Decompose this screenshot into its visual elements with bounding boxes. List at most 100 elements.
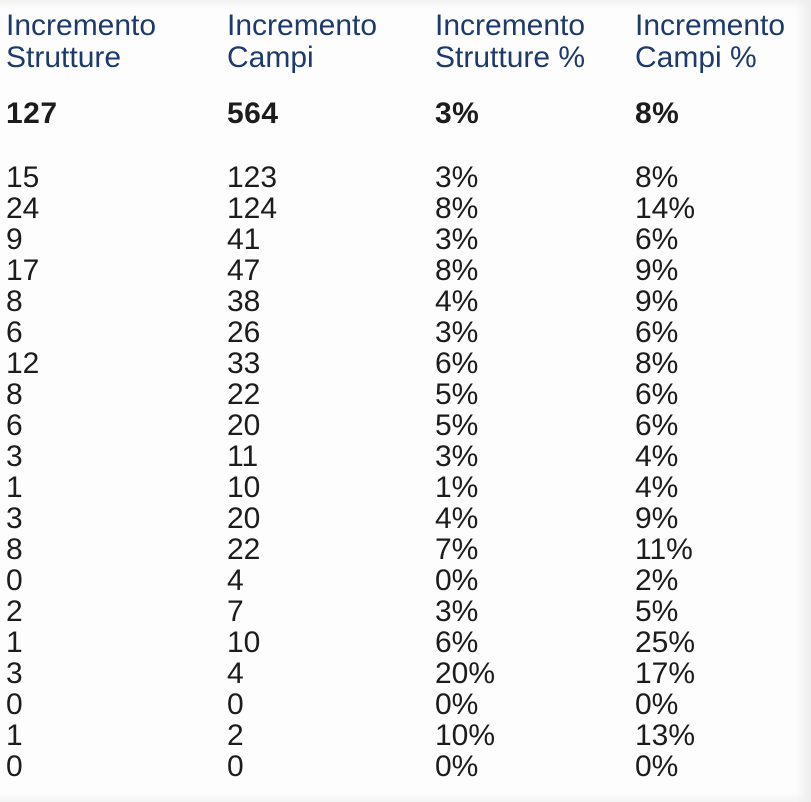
table-row: 1 10 1% 4% xyxy=(6,472,811,503)
table-row: 1 10 6% 25% xyxy=(6,627,811,658)
table-cell: 13% xyxy=(635,719,696,752)
table-cell: 4% xyxy=(435,285,479,318)
table-cell: 0% xyxy=(435,750,479,783)
table-cell: 3 xyxy=(6,440,23,473)
table-totals-row: 127 564 3% 8% xyxy=(6,98,811,129)
table-row: 8 38 4% 9% xyxy=(6,286,811,317)
table-body: 15 123 3% 8% 24 124 8% 14% 9 41 3% 6% 17 47 8% 9% 8 38 4% 9… xyxy=(6,162,811,782)
table-cell: 38 xyxy=(227,285,261,318)
table-cell: 6 xyxy=(6,409,23,442)
table-cell: 0 xyxy=(6,750,23,783)
table-row: 8 22 5% 6% xyxy=(6,379,811,410)
table-row: 6 20 5% 6% xyxy=(6,410,811,441)
totals-cell-strutture: 127 xyxy=(6,97,58,130)
table-cell: 11% xyxy=(635,533,693,566)
table-cell: 0 xyxy=(227,750,244,783)
table-row: 8 22 7% 11% xyxy=(6,534,811,565)
table-cell: 1 xyxy=(6,719,23,752)
table-cell: 2% xyxy=(635,564,679,597)
table-cell: 6% xyxy=(635,316,679,349)
table-row: 9 41 3% 6% xyxy=(6,224,811,255)
table-cell: 124 xyxy=(227,192,278,225)
column-header-incremento-strutture-pct: Incremento Strutture % xyxy=(435,9,586,74)
table-cell: 22 xyxy=(227,533,261,566)
table-cell: 10% xyxy=(435,719,496,752)
table-cell: 3% xyxy=(435,316,479,349)
table-cell: 6 xyxy=(6,316,23,349)
table-cell: 3% xyxy=(435,595,479,628)
table-row: 3 4 20% 17% xyxy=(6,658,811,689)
table-cell: 4 xyxy=(227,564,244,597)
table-cell: 11 xyxy=(227,440,259,473)
table-row: 2 7 3% 5% xyxy=(6,596,811,627)
table-cell: 6% xyxy=(435,347,479,380)
table-cell: 1% xyxy=(435,471,479,504)
table-cell: 0 xyxy=(6,564,23,597)
report-table: Incremento Strutture Incremento Campi In… xyxy=(6,10,811,783)
table-row: 0 0 0% 0% xyxy=(6,751,811,782)
table-row: 0 0 0% 0% xyxy=(6,689,811,720)
table-cell: 1 xyxy=(6,471,23,504)
table-row: 0 4 0% 2% xyxy=(6,565,811,596)
table-cell: 6% xyxy=(435,626,479,659)
table-cell: 20 xyxy=(227,409,261,442)
table-cell: 9 xyxy=(6,223,23,256)
table-cell: 8 xyxy=(6,378,23,411)
table-cell: 4 xyxy=(227,657,244,690)
table-cell: 8% xyxy=(635,161,679,194)
table-cell: 12 xyxy=(6,347,40,380)
table-cell: 9% xyxy=(635,254,679,287)
table-row: 1 2 10% 13% xyxy=(6,720,811,751)
table-cell: 8% xyxy=(435,192,479,225)
table-cell: 3 xyxy=(6,657,23,690)
table-cell: 3% xyxy=(435,161,479,194)
table-cell: 8% xyxy=(435,254,479,287)
table-cell: 0 xyxy=(6,688,23,721)
column-header-incremento-campi: Incremento Campi xyxy=(227,9,378,74)
totals-cell-strutture-pct: 3% xyxy=(435,97,480,130)
table-cell: 20 xyxy=(227,502,261,535)
table-cell: 4% xyxy=(635,440,679,473)
table-cell: 9% xyxy=(635,285,679,318)
table-cell: 4% xyxy=(435,502,479,535)
table-cell: 41 xyxy=(227,223,261,256)
table-header-row: Incremento Strutture Incremento Campi In… xyxy=(6,10,811,74)
table-cell: 0% xyxy=(635,688,679,721)
table-cell: 2 xyxy=(6,595,23,628)
table-cell: 14% xyxy=(635,192,696,225)
table-cell: 6% xyxy=(635,378,679,411)
table-row: 3 20 4% 9% xyxy=(6,503,811,534)
table-cell: 5% xyxy=(635,595,679,628)
column-header-incremento-strutture: Incremento Strutture xyxy=(6,9,157,74)
totals-cell-campi-pct: 8% xyxy=(635,97,680,130)
table-cell: 6% xyxy=(635,409,679,442)
table-cell: 1 xyxy=(6,626,23,659)
table-cell: 17 xyxy=(6,254,40,287)
table-cell: 5% xyxy=(435,409,479,442)
table-row: 24 124 8% 14% xyxy=(6,193,811,224)
table-cell: 22 xyxy=(227,378,261,411)
table-cell: 15 xyxy=(6,161,40,194)
table-cell: 17% xyxy=(635,657,696,690)
table-row: 3 11 3% 4% xyxy=(6,441,811,472)
table-cell: 47 xyxy=(227,254,261,287)
table-row: 17 47 8% 9% xyxy=(6,255,811,286)
table-cell: 33 xyxy=(227,347,261,380)
table-cell: 6% xyxy=(635,223,679,256)
table-cell: 9% xyxy=(635,502,679,535)
table-cell: 7 xyxy=(227,595,244,628)
table-cell: 10 xyxy=(227,471,261,504)
table-cell: 8 xyxy=(6,285,23,318)
table-cell: 8 xyxy=(6,533,23,566)
table-cell: 20% xyxy=(435,657,496,690)
table-cell: 0 xyxy=(227,688,244,721)
table-row: 6 26 3% 6% xyxy=(6,317,811,348)
column-header-incremento-campi-pct: Incremento Campi % xyxy=(635,9,786,74)
table-row: 15 123 3% 8% xyxy=(6,162,811,193)
table-cell: 5% xyxy=(435,378,479,411)
table-cell: 4% xyxy=(635,471,679,504)
table-row: 12 33 6% 8% xyxy=(6,348,811,379)
table-cell: 26 xyxy=(227,316,261,349)
table-cell: 0% xyxy=(635,750,679,783)
table-cell: 3% xyxy=(435,440,479,473)
